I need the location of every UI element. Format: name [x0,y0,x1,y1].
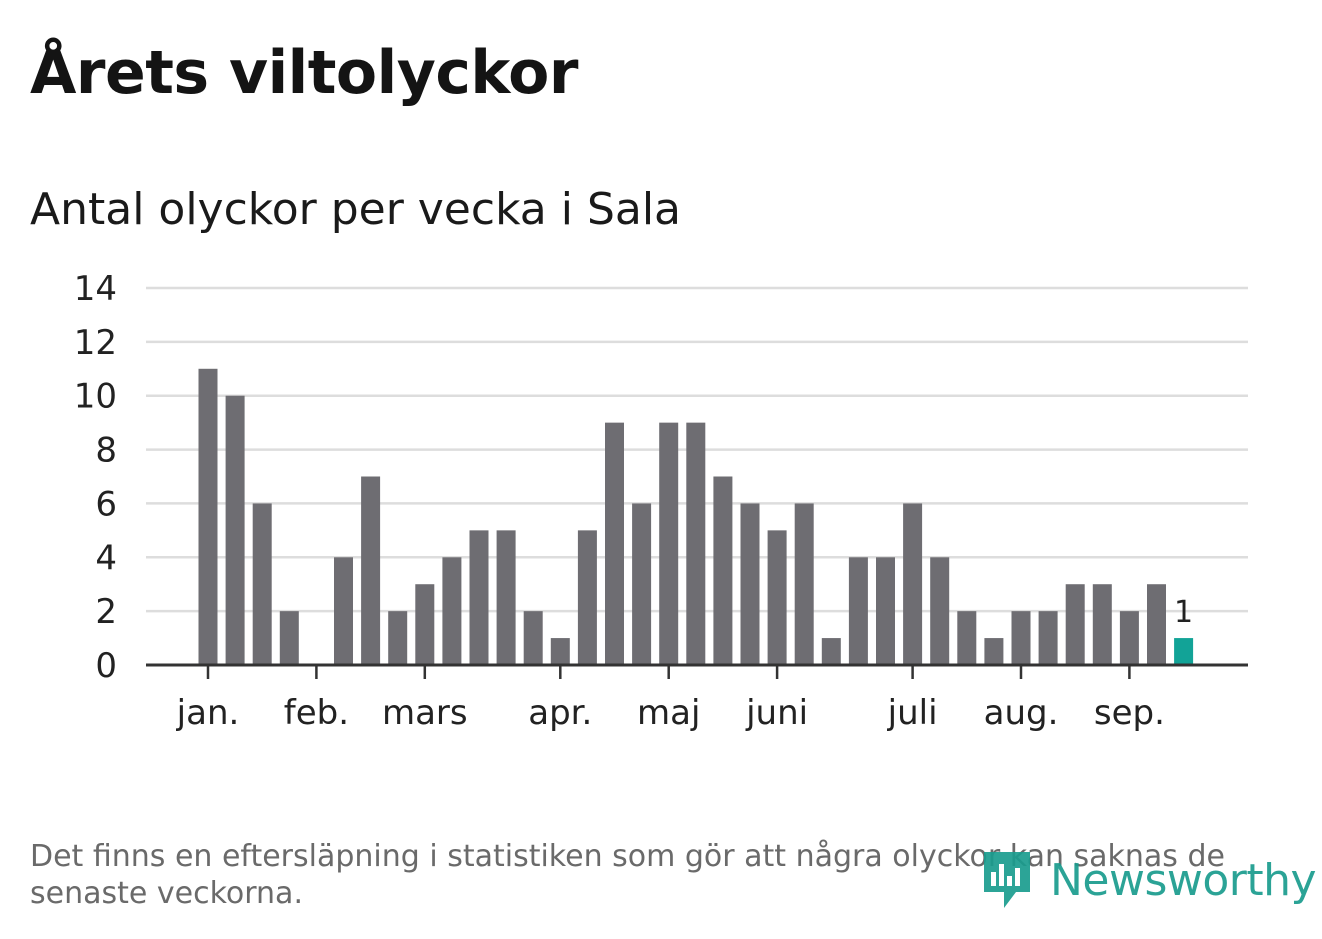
bar [1119,611,1139,665]
x-tick-label: sep. [1094,693,1165,733]
x-tick-label: mars [382,693,468,733]
bar [442,557,462,665]
bar [361,476,381,665]
y-tick-label: 14 [74,269,117,309]
y-tick-label: 6 [95,484,117,524]
bar [659,422,679,665]
bar [740,503,760,665]
highlight-data-label: 1 [1174,595,1193,630]
bar-chart: 0 2 4 6 8 10 12 14 jan. feb. mars apr. maj juni juli au… [74,269,1248,733]
bar [605,422,624,665]
bar [632,503,652,665]
chart-title: Årets viltolyckor [30,38,579,108]
y-tick-label: 10 [74,377,117,417]
bar [848,557,868,665]
bar [1092,584,1112,665]
bar [821,638,841,665]
bar [523,611,543,665]
bar [876,557,895,665]
bar [1147,584,1166,665]
bar [198,368,218,665]
newsworthy-logo-icon [984,852,1030,908]
bar [794,503,814,665]
bar [334,557,353,665]
bar [1011,611,1031,665]
bar [686,422,706,665]
bar [903,503,923,665]
bar [388,611,408,665]
bar [279,611,299,665]
bar [984,638,1004,665]
x-tick-label: juli [887,693,938,733]
x-tick-label: aug. [984,693,1059,733]
x-tick-label: maj [637,693,700,733]
x-tick-label: feb. [284,693,349,733]
y-tick-label: 2 [95,592,117,632]
newsworthy-logo: Newsworthy [982,848,1317,912]
bar [415,584,435,665]
bar [930,557,950,665]
brand-name: Newsworthy [1050,854,1317,906]
bar [1065,584,1085,665]
bar [1038,611,1058,665]
chart-subtitle: Antal olyckor per vecka i Sala [30,184,682,235]
y-tick-label: 12 [74,323,117,363]
y-tick-label: 4 [95,538,117,578]
x-tick-label: juni [745,693,808,733]
bar [957,611,977,665]
bar [713,476,733,665]
bar-highlight [1174,638,1194,665]
bar [496,530,516,665]
y-tick-label: 8 [95,431,117,471]
bar [252,503,272,665]
bar [469,530,489,665]
bar [550,638,570,665]
y-tick-label: 0 [95,646,117,686]
bar [767,530,787,665]
x-tick-label: apr. [528,693,592,733]
bar [577,530,597,665]
bar [225,395,245,665]
x-tick-label: jan. [176,693,240,733]
